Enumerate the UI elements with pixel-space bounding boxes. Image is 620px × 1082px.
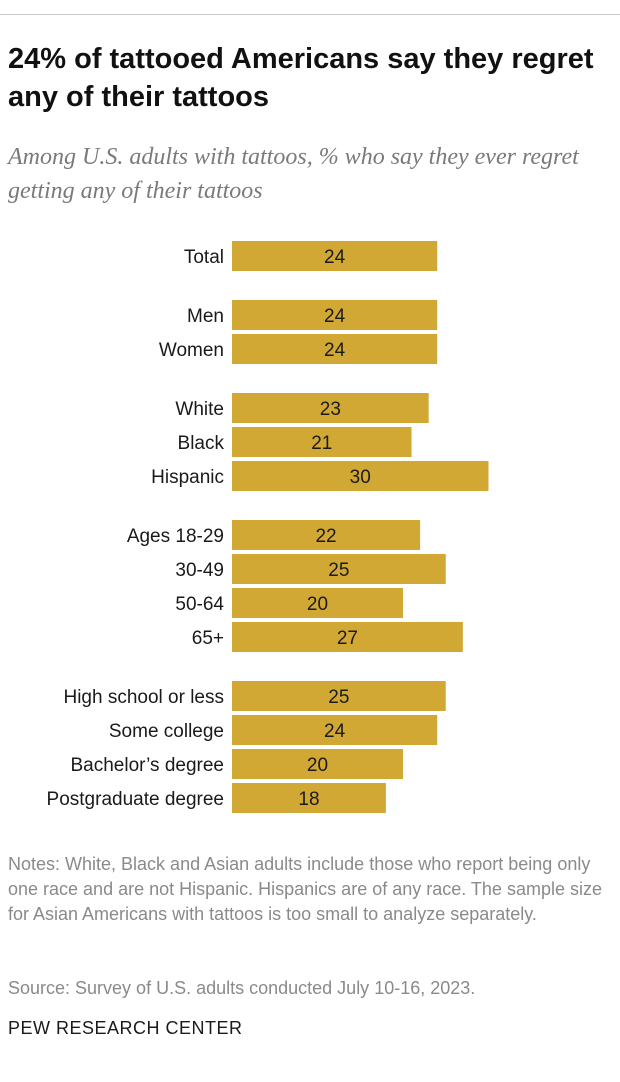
value-label-white: 23 [320,399,341,420]
bar-black [232,427,412,457]
value-label-65: 27 [337,628,358,649]
value-label-some-college: 24 [324,721,346,742]
bar-hispanic [232,461,489,491]
value-label-men: 24 [324,306,346,327]
category-label-men: Men [187,306,224,327]
bar-high-school-or-less [232,681,446,711]
value-label-black: 21 [311,433,332,454]
value-label-30-49: 25 [328,560,349,581]
value-label-high-school-or-less: 25 [328,687,349,708]
bar-ages-18-29 [232,520,421,550]
category-label-postgraduate-degree: Postgraduate degree [47,789,224,810]
value-label-hispanic: 30 [350,467,371,488]
chart-subtitle: Among U.S. adults with tattoos, % who sa… [8,144,579,204]
category-label-ages-18-29: Ages 18-29 [127,526,224,547]
bar-50-64 [232,588,403,618]
value-label-50-64: 20 [307,594,328,615]
bar-men [232,300,438,330]
top-divider [0,14,620,15]
category-label-some-college: Some college [109,721,224,742]
pew-logo: PEW RESEARCH CENTER [8,1018,243,1038]
category-label-hispanic: Hispanic [151,467,224,488]
chart-source: Source: Survey of U.S. adults conducted … [8,978,476,998]
bar-65 [232,622,463,652]
category-label-black: Black [178,433,225,454]
value-label-bachelor-s-degree: 20 [307,755,328,776]
category-label-65: 65+ [192,628,224,649]
bar-white [232,393,429,423]
category-label-white: White [175,399,224,420]
bar-total [232,241,438,271]
bar-bachelor-s-degree [232,749,403,779]
bar-women [232,334,438,364]
category-label-30-49: 30-49 [175,560,224,581]
bar-some-college [232,715,438,745]
chart-notes: Notes: White, Black and Asian adults inc… [8,854,602,924]
value-label-ages-18-29: 22 [315,526,336,547]
bar-chart: Total 24 Men 24 Women 24 White 23 Black 21 Hispani… [47,241,489,813]
bar-30-49 [232,554,446,584]
category-label-women: Women [159,340,224,361]
value-label-postgraduate-degree: 18 [298,789,319,810]
value-label-total: 24 [324,247,346,268]
value-label-women: 24 [324,340,346,361]
category-label-total: Total [184,247,224,268]
category-label-bachelor-s-degree: Bachelor’s degree [70,755,224,776]
category-label-50-64: 50-64 [175,594,224,615]
bar-postgraduate-degree [232,783,386,813]
chart-title: 24% of tattooed Americans say they regre… [8,43,594,113]
category-label-high-school-or-less: High school or less [63,687,224,708]
